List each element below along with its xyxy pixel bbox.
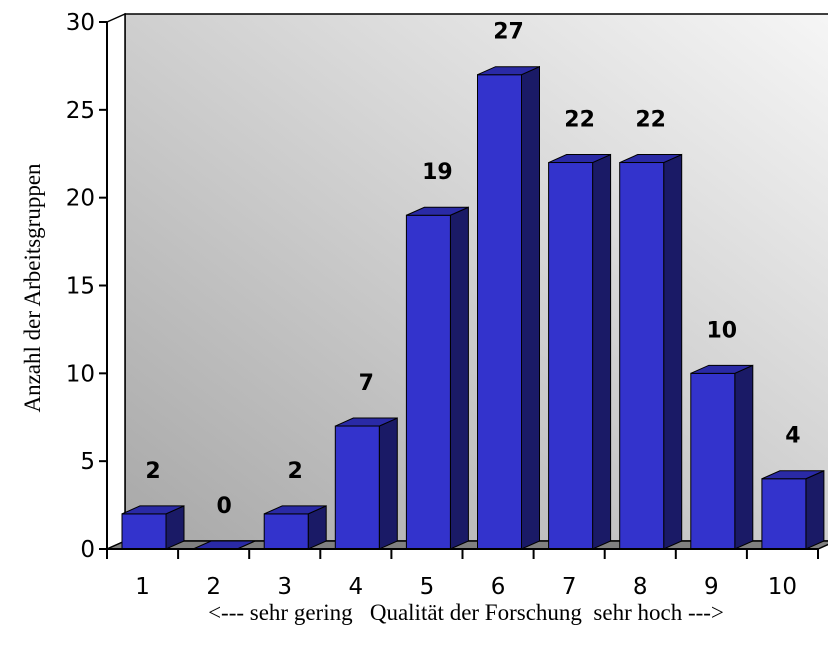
data-label: 2 (145, 459, 160, 484)
data-label: 22 (564, 108, 595, 133)
bar-10 (761, 469, 825, 550)
bar-3 (263, 505, 327, 550)
x-tick-label: 1 (135, 574, 150, 600)
bar-8 (619, 153, 683, 550)
plot-side-wall (106, 12, 126, 551)
x-tick-label: 4 (349, 574, 364, 600)
x-tick-label: 6 (491, 574, 506, 600)
y-tick-label: 0 (80, 537, 95, 563)
y-tick-label: 20 (66, 186, 95, 212)
data-label: 27 (493, 20, 524, 45)
x-tick-label: 2 (206, 574, 221, 600)
data-label: 4 (785, 424, 800, 449)
data-label: 22 (635, 108, 666, 133)
data-label: 10 (706, 318, 737, 343)
x-tick-label: 3 (277, 574, 292, 600)
y-axis-title: Anzahl der Arbeitsgruppen (20, 163, 45, 413)
x-tick-label: 9 (704, 574, 719, 600)
bar-7 (548, 153, 612, 550)
bar-1 (121, 505, 185, 550)
x-tick-label: 7 (562, 574, 577, 600)
y-tick-label: 30 (66, 10, 95, 36)
y-tick-label: 25 (66, 98, 95, 124)
data-label: 19 (422, 160, 453, 185)
bar-4 (334, 417, 398, 550)
bar-5 (405, 206, 469, 550)
bar-2 (192, 540, 256, 550)
x-axis-title: <--- sehr gering Qualität der Forschung … (208, 600, 724, 625)
y-tick-label: 5 (80, 449, 95, 475)
bar-9 (690, 364, 754, 550)
x-tick-label: 5 (420, 574, 435, 600)
x-tick-label: 8 (633, 574, 648, 600)
data-label: 2 (288, 459, 303, 484)
y-tick-label: 15 (66, 274, 95, 300)
data-label: 7 (359, 371, 374, 396)
x-tick-label: 10 (768, 574, 797, 600)
y-tick-label: 10 (66, 361, 95, 387)
bar-6 (477, 65, 540, 550)
data-label: 0 (216, 494, 231, 519)
